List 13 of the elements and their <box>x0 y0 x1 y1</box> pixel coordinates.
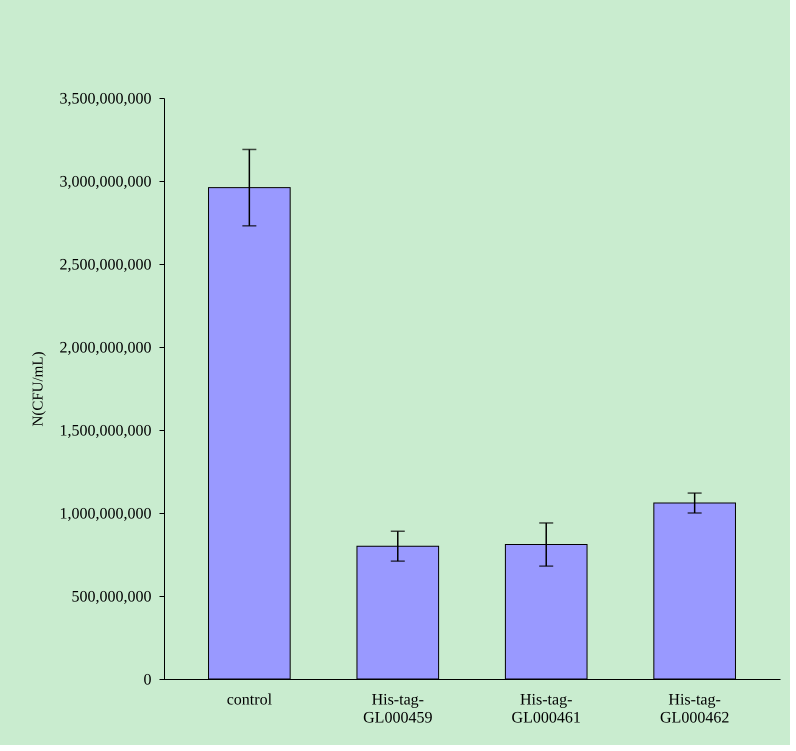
y-tick-label: 3,000,000,000 <box>60 174 152 190</box>
y-tick-label: 2,500,000,000 <box>60 256 152 274</box>
y-tick-label: 2,000,000,000 <box>60 340 152 356</box>
x-tick-label: His-tag-GL000462 <box>660 692 730 726</box>
x-tick-label: His-tag-GL000459 <box>363 692 432 726</box>
y-tick-label: 1,000,000,000 <box>60 506 152 522</box>
x-tick-label: control <box>226 692 273 708</box>
y-tick-label: 0 <box>144 672 152 688</box>
y-axis-title: N(CFU/mL) <box>30 351 46 426</box>
y-tick-label: 500,000,000 <box>72 588 152 606</box>
x-tick-label: His-tag-GL000461 <box>512 692 581 726</box>
y-tick-label: 1,500,000,000 <box>60 422 152 440</box>
y-tick-label: 3,500,000,000 <box>60 90 152 108</box>
